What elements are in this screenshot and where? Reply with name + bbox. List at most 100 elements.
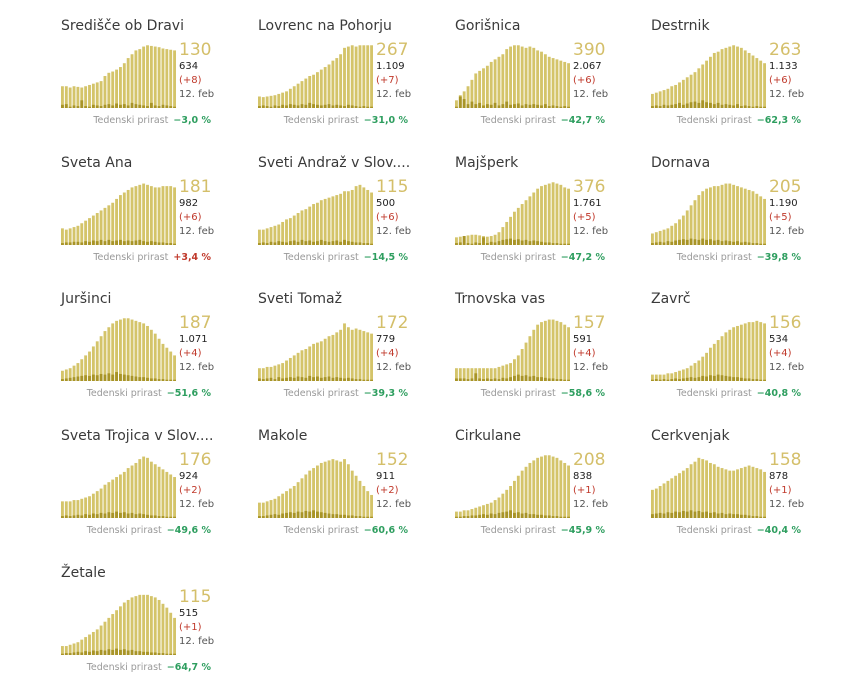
active-bar xyxy=(130,54,134,108)
daily-bar xyxy=(536,104,540,108)
growth-label: Tedenski prirast xyxy=(86,388,162,399)
active-bar xyxy=(161,603,165,655)
daily-bar xyxy=(559,243,563,245)
stats-column: 208 838 (+1) 12. feb xyxy=(573,450,643,512)
daily-bar xyxy=(312,104,315,108)
growth-value: −51,6 % xyxy=(166,388,211,399)
stats-column: 176 924 (+2) 12. feb xyxy=(179,450,249,512)
active-bar xyxy=(350,45,354,108)
active-bar xyxy=(662,90,666,108)
daily-bar xyxy=(119,239,122,245)
active-bar xyxy=(64,369,68,381)
daily-bar xyxy=(540,241,543,245)
daily-bar xyxy=(759,243,763,245)
active-bar xyxy=(651,489,654,518)
weekly-growth: Tedenski prirast −14,5 % xyxy=(258,252,408,263)
daily-bar xyxy=(536,514,540,518)
daily-bar xyxy=(678,512,681,518)
active-cases: 115 xyxy=(376,177,409,197)
active-bar xyxy=(678,370,681,381)
daily-bar xyxy=(99,239,103,245)
active-bar xyxy=(308,470,312,518)
active-bar xyxy=(689,464,693,518)
daily-bar xyxy=(111,374,115,381)
active-bar xyxy=(716,466,720,518)
active-bar xyxy=(497,366,501,381)
active-bar xyxy=(658,91,662,108)
active-bar xyxy=(288,88,292,108)
growth-label: Tedenski prirast xyxy=(676,525,752,536)
daily-bar xyxy=(300,512,304,518)
daily-bar xyxy=(497,512,501,518)
daily-bar xyxy=(339,241,343,245)
active-bar xyxy=(161,48,165,108)
daily-bar xyxy=(95,375,99,381)
active-bar xyxy=(126,189,130,245)
active-bar xyxy=(755,320,759,381)
active-bar xyxy=(651,374,654,381)
daily-bar xyxy=(720,241,724,245)
municipality-name: Središče ob Dravi xyxy=(61,18,184,34)
daily-bar xyxy=(142,651,146,655)
active-bar xyxy=(261,502,265,518)
daily-bar xyxy=(95,241,99,245)
active-bar xyxy=(281,221,285,245)
active-bar xyxy=(524,200,528,245)
active-bar xyxy=(724,183,728,245)
active-bar xyxy=(122,602,126,655)
daily-bar xyxy=(146,514,149,518)
active-bar xyxy=(331,196,335,245)
daily-bar xyxy=(712,104,716,108)
daily-bar xyxy=(689,377,693,381)
active-bar xyxy=(366,45,370,108)
municipality-card: Cerkvenjak 158 878 (+1) 12. feb Tedenski prir… xyxy=(651,428,841,555)
active-bar xyxy=(755,468,759,518)
new-cases: (+2) xyxy=(376,485,399,496)
stats-column: 390 2.067 (+6) 12. feb xyxy=(573,40,643,102)
active-bar xyxy=(169,186,173,245)
daily-bar xyxy=(474,104,478,108)
active-bar xyxy=(763,198,766,245)
daily-bar xyxy=(161,653,165,655)
total-cases: 838 xyxy=(573,471,593,482)
daily-bar xyxy=(759,106,763,108)
new-cases: (+6) xyxy=(179,212,202,223)
active-bar xyxy=(658,230,662,245)
daily-bar xyxy=(68,653,72,655)
active-bar xyxy=(350,329,354,381)
daily-bar xyxy=(551,243,555,245)
active-bar xyxy=(173,187,176,245)
active-bar xyxy=(509,216,512,245)
active-bar xyxy=(674,223,678,245)
daily-bar xyxy=(732,377,736,381)
daily-bar xyxy=(724,375,728,381)
active-bar xyxy=(470,234,474,245)
daily-bar xyxy=(91,240,95,245)
daily-bar xyxy=(551,105,555,108)
daily-bar xyxy=(497,379,501,381)
active-bar xyxy=(478,70,482,108)
active-bar xyxy=(532,192,536,245)
growth-value: −62,3 % xyxy=(756,115,801,126)
active-bar xyxy=(482,68,485,108)
daily-bar xyxy=(281,513,285,518)
active-bar xyxy=(103,331,107,381)
active-bar xyxy=(666,228,670,245)
active-bar xyxy=(466,510,470,518)
daily-bar xyxy=(64,653,68,655)
daily-bar xyxy=(370,106,373,108)
daily-bar xyxy=(747,378,751,381)
active-bar xyxy=(743,323,747,381)
active-bar xyxy=(724,47,728,108)
active-bar xyxy=(458,236,462,245)
active-bar xyxy=(362,187,366,245)
active-bar xyxy=(142,456,146,518)
daily-bar xyxy=(662,242,666,245)
daily-bar xyxy=(358,242,362,245)
active-bar xyxy=(157,187,161,245)
active-bar xyxy=(99,81,103,108)
active-bar xyxy=(288,357,292,381)
active-bar xyxy=(84,497,88,518)
active-bar xyxy=(107,327,111,381)
daily-bar xyxy=(470,378,474,381)
